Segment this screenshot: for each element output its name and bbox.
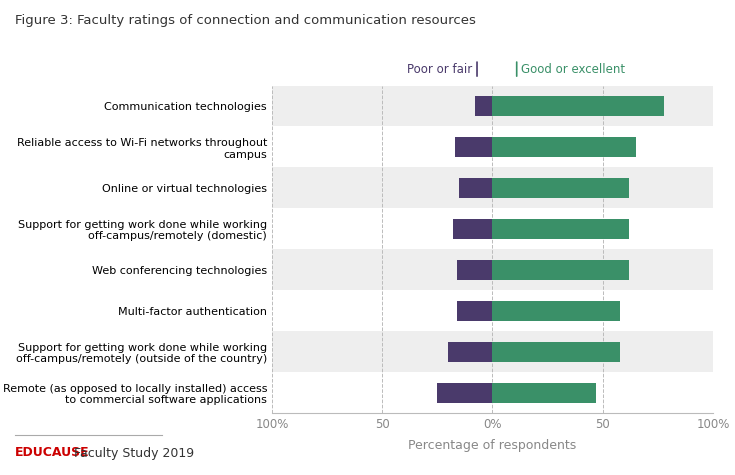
Bar [272,332,713,372]
X-axis label: Percentage of respondents: Percentage of respondents [409,439,576,453]
Bar [459,178,492,198]
Bar [453,218,492,239]
Text: Figure 3: Faculty ratings of connection and communication resources: Figure 3: Faculty ratings of connection … [15,14,476,27]
Text: Good or excellent: Good or excellent [521,63,625,76]
Bar [492,137,636,157]
Bar [272,372,713,413]
Bar [437,382,492,403]
Bar [457,260,492,280]
Bar [272,290,713,332]
Bar [272,168,713,209]
Text: Faculty Study 2019: Faculty Study 2019 [70,446,194,459]
Bar [272,126,713,168]
Bar [492,178,629,198]
Bar [492,382,596,403]
Bar [272,249,713,290]
Bar [457,301,492,321]
Bar [492,96,664,116]
Text: Poor or fair: Poor or fair [407,63,473,76]
Text: EDUCAUSE: EDUCAUSE [15,446,90,459]
Bar [492,301,620,321]
Bar [492,218,629,239]
Bar [492,342,620,362]
Bar [475,96,492,116]
Bar [272,86,713,126]
Bar [272,209,713,249]
Bar [492,260,629,280]
Bar [448,342,492,362]
Bar [455,137,492,157]
